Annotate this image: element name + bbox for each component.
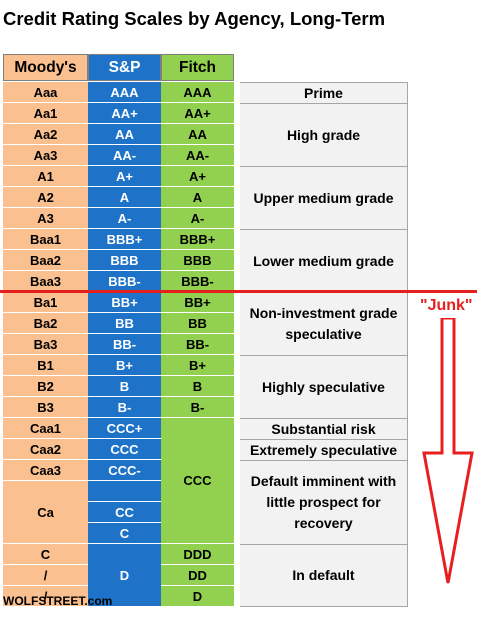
fitch-rating-cell: DDD [161,544,234,565]
sp-rating-cell: B [88,376,161,397]
sp-rating-cell: CCC- [88,460,161,481]
grade-description: Non-investment grade speculative [240,292,408,355]
grade-description: Substantial risk [240,418,408,439]
moodys-rating-cell: Aa3 [3,145,88,166]
sp-rating-cell: B- [88,397,161,418]
sp-rating-cell: D [88,544,161,607]
sp-rating-cell [88,481,161,502]
fitch-rating-cell: AA- [161,145,234,166]
fitch-rating-cell: AA+ [161,103,234,124]
sp-rating-cell: BB+ [88,292,161,313]
moodys-rating-cell: Caa2 [3,439,88,460]
fitch-rating-cell: BBB [161,250,234,271]
moodys-rating-cell: B3 [3,397,88,418]
sp-rating-cell: A- [88,208,161,229]
header-fitch: Fitch [161,54,234,81]
fitch-rating-cell: B [161,376,234,397]
fitch-rating-cell: BBB+ [161,229,234,250]
sp-rating-cell: A+ [88,166,161,187]
fitch-rating-cell: A- [161,208,234,229]
header-moodys: Moody's [3,54,88,81]
sp-rating-cell: AAA [88,82,161,103]
moodys-rating-cell: Ba3 [3,334,88,355]
moodys-rating-cell: A1 [3,166,88,187]
moodys-rating-cell: Baa3 [3,271,88,292]
fitch-rating-cell: CCC [161,418,234,544]
fitch-rating-cell: A+ [161,166,234,187]
grade-description: Lower medium grade [240,229,408,292]
sp-rating-cell: B+ [88,355,161,376]
fitch-rating-cell: BB+ [161,292,234,313]
fitch-rating-cell: A [161,187,234,208]
moodys-rating-cell: A3 [3,208,88,229]
moodys-rating-cell: Ca [3,481,88,544]
header-sp: S&P [88,54,161,81]
fitch-rating-cell: D [161,586,234,607]
moodys-rating-cell: Aa1 [3,103,88,124]
sp-rating-cell: A [88,187,161,208]
grade-description: Upper medium grade [240,166,408,229]
moodys-rating-cell: Aaa [3,82,88,103]
source-credit: WOLFSTREET.com [3,594,113,608]
moodys-rating-cell: B2 [3,376,88,397]
moodys-rating-cell: Ba2 [3,313,88,334]
fitch-rating-cell: BB- [161,334,234,355]
sp-rating-cell: BB [88,313,161,334]
junk-label: "Junk" [420,297,473,314]
moodys-rating-cell: Baa1 [3,229,88,250]
fitch-rating-cell: B+ [161,355,234,376]
sp-rating-cell: CC [88,502,161,523]
sp-rating-cell: BBB- [88,271,161,292]
grade-description: In default [240,544,408,607]
fitch-rating-cell: AAA [161,82,234,103]
fitch-rating-cell: DD [161,565,234,586]
sp-rating-cell: BB- [88,334,161,355]
sp-rating-cell: AA+ [88,103,161,124]
sp-rating-cell: CCC [88,439,161,460]
moodys-rating-cell: / [3,586,88,607]
sp-rating-cell: BBB [88,250,161,271]
investment-grade-cutoff-line [0,290,477,293]
moodys-rating-cell: Ba1 [3,292,88,313]
sp-rating-cell: BBB+ [88,229,161,250]
grade-description: Extremely speculative [240,439,408,460]
page-title: Credit Rating Scales by Agency, Long-Ter… [3,8,386,29]
moodys-rating-cell: Baa2 [3,250,88,271]
fitch-rating-cell: BBB- [161,271,234,292]
moodys-rating-cell: / [3,565,88,586]
moodys-rating-cell: Caa1 [3,418,88,439]
moodys-rating-cell: Aa2 [3,124,88,145]
fitch-rating-cell: AA [161,124,234,145]
fitch-rating-cell: BB [161,313,234,334]
grade-description: Highly speculative [240,355,408,418]
moodys-rating-cell: B1 [3,355,88,376]
sp-rating-cell: AA [88,124,161,145]
grade-description: Default imminent with little prospect fo… [240,460,408,544]
grade-description: Prime [240,82,408,103]
fitch-rating-cell: B- [161,397,234,418]
sp-rating-cell: CCC+ [88,418,161,439]
moodys-rating-cell: A2 [3,187,88,208]
down-arrow-icon [422,318,474,584]
sp-rating-cell: AA- [88,145,161,166]
moodys-rating-cell: Caa3 [3,460,88,481]
moodys-rating-cell: C [3,544,88,565]
grade-description: High grade [240,103,408,166]
sp-rating-cell: C [88,523,161,544]
